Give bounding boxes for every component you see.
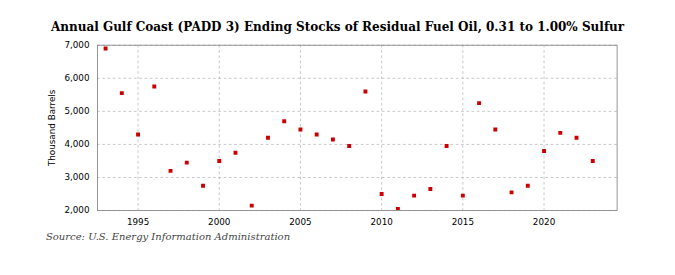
- svg-text:2015: 2015: [452, 217, 474, 227]
- svg-text:2005: 2005: [289, 217, 311, 227]
- svg-text:3,000: 3,000: [64, 172, 89, 182]
- svg-text:4,000: 4,000: [64, 139, 89, 149]
- svg-text:1995: 1995: [127, 217, 149, 227]
- svg-text:Thousand Barrels: Thousand Barrels: [47, 89, 57, 167]
- html-text:Annual Gulf Coast (PADD 3) End: Annual Gulf Coast (PADD 3) Ending Stocks…: [50, 20, 625, 34]
- html-text:Source: U.S. Energy Informatio: Source: U.S. Energy Information Administ…: [46, 231, 291, 243]
- svg-text:2000: 2000: [208, 217, 230, 227]
- svg-text:2010: 2010: [370, 217, 392, 227]
- svg-text:6,000: 6,000: [64, 73, 89, 83]
- svg-text:2,000: 2,000: [64, 205, 89, 215]
- svg-text:7,000: 7,000: [64, 40, 89, 50]
- svg-text:2020: 2020: [533, 217, 555, 227]
- svg-text:5,000: 5,000: [64, 106, 89, 116]
